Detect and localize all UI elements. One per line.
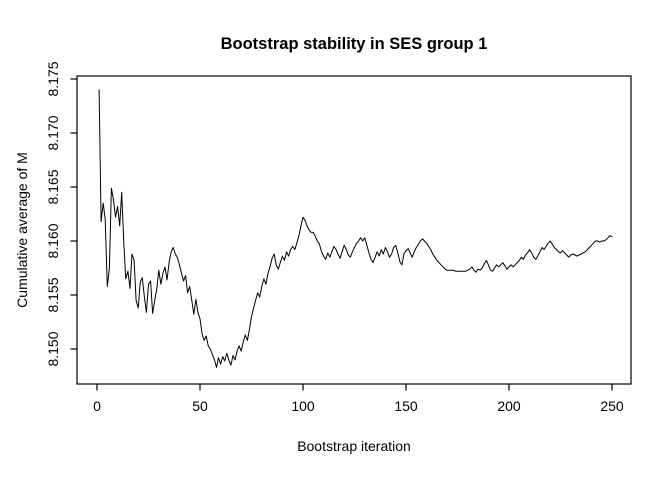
cumulative-average-polyline: [98, 89, 613, 368]
x-tick-label: 150: [394, 398, 418, 414]
plot-box: [76, 75, 632, 385]
x-tick-label: 100: [291, 398, 315, 414]
y-tick-label: 8.160: [45, 223, 61, 258]
y-axis-ticks: 8.150 8.155 8.160 8.165 8.170 8.175: [45, 61, 77, 367]
data-series-line: [98, 89, 613, 368]
y-tick-label: 8.150: [45, 331, 61, 366]
y-tick-label: 8.175: [45, 61, 61, 96]
y-tick-label: 8.165: [45, 169, 61, 204]
x-axis-ticks: 0 50 100 150 200 250: [93, 384, 624, 414]
x-axis-title: Bootstrap iteration: [297, 438, 411, 454]
y-tick-label: 8.155: [45, 277, 61, 312]
x-tick-label: 0: [93, 398, 101, 414]
x-tick-label: 250: [600, 398, 624, 414]
y-tick-label: 8.170: [45, 115, 61, 150]
x-tick-label: 200: [497, 398, 521, 414]
chart-title: Bootstrap stability in SES group 1: [221, 35, 488, 53]
x-tick-label: 50: [192, 398, 208, 414]
y-axis-title: Cumulative average of M: [14, 152, 30, 308]
